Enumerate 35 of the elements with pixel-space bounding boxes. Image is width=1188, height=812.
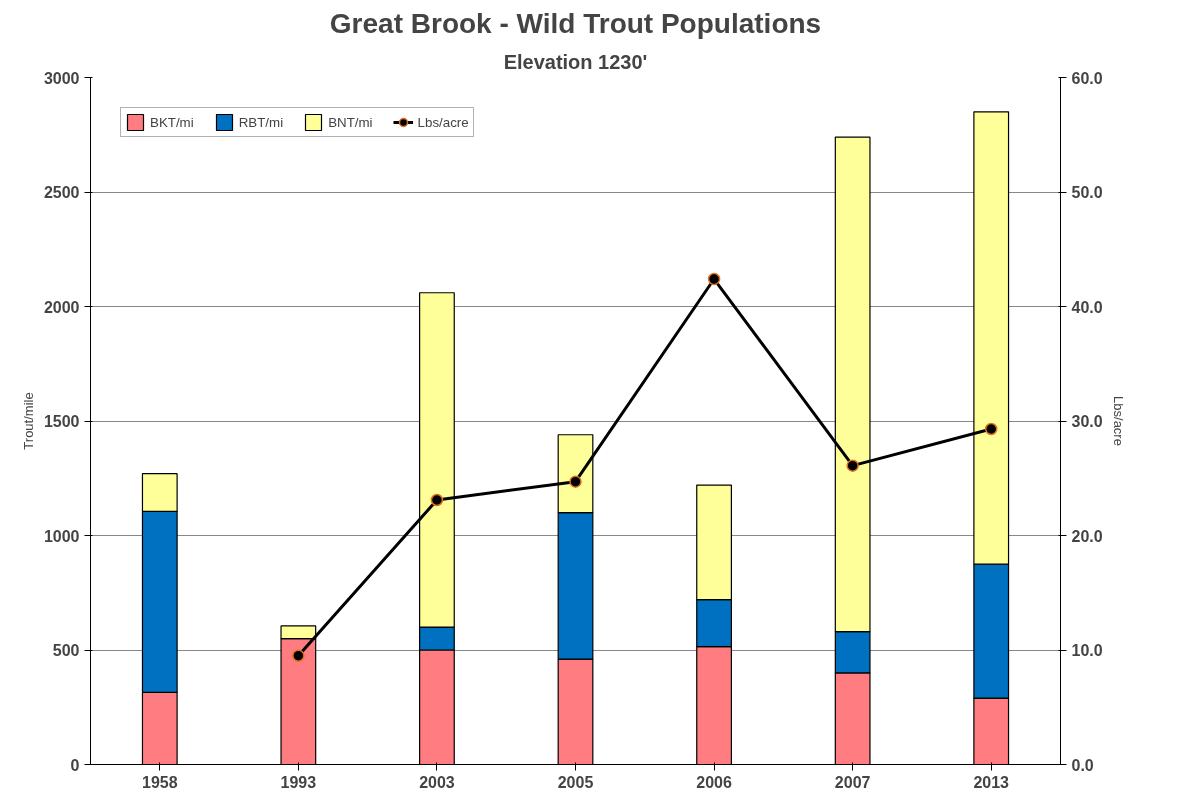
legend-label: BNT/mi xyxy=(328,114,373,130)
y-tick-label: 1000 xyxy=(43,527,80,545)
point xyxy=(430,493,444,507)
y-tick-label: 2500 xyxy=(43,184,80,201)
y2-tick-label: 50.0 xyxy=(1071,184,1103,201)
y2-axis-title: Lbs/acre xyxy=(1110,396,1126,446)
y-axis-title: Trout/mile xyxy=(20,392,36,450)
point xyxy=(846,459,859,472)
y-tick-label: 0 xyxy=(70,756,80,774)
point xyxy=(984,422,998,436)
y2-tick-label: 20.0 xyxy=(1071,527,1103,545)
y-tick-label: 500 xyxy=(52,642,80,659)
point xyxy=(569,475,582,488)
point xyxy=(292,649,305,662)
x-tick-label: 2007 xyxy=(834,773,871,791)
x-tick-label: 2013 xyxy=(973,773,1010,791)
chart-title: Great Brook - Wild Trout Populations xyxy=(329,7,822,39)
legend-label: BKT/mi xyxy=(150,114,194,130)
y2-tick-label: 40.0 xyxy=(1071,298,1103,316)
x-tick-label: 2003 xyxy=(419,773,455,791)
legend-label: Lbs/acre xyxy=(417,114,469,130)
legend-label: RBT/mi xyxy=(238,114,284,130)
x-tick-label: 1993 xyxy=(280,773,317,791)
x-tick-label: 1958 xyxy=(141,773,178,791)
x-tick-label: 2005 xyxy=(557,773,594,791)
y2-tick-label: 30.0 xyxy=(1071,413,1103,430)
y-tick-label: 2000 xyxy=(43,298,80,316)
x-tick-label: 2006 xyxy=(696,773,732,791)
y2-tick-label: 10.0 xyxy=(1071,642,1103,659)
point xyxy=(707,272,721,286)
y-tick-label: 3000 xyxy=(43,69,80,87)
y-tick-label: 1500 xyxy=(43,413,80,430)
y2-tick-label: 0.0 xyxy=(1071,756,1094,774)
y2-tick-label: 60.0 xyxy=(1071,69,1103,87)
chart-subtitle: Elevation 1230' xyxy=(503,50,648,73)
